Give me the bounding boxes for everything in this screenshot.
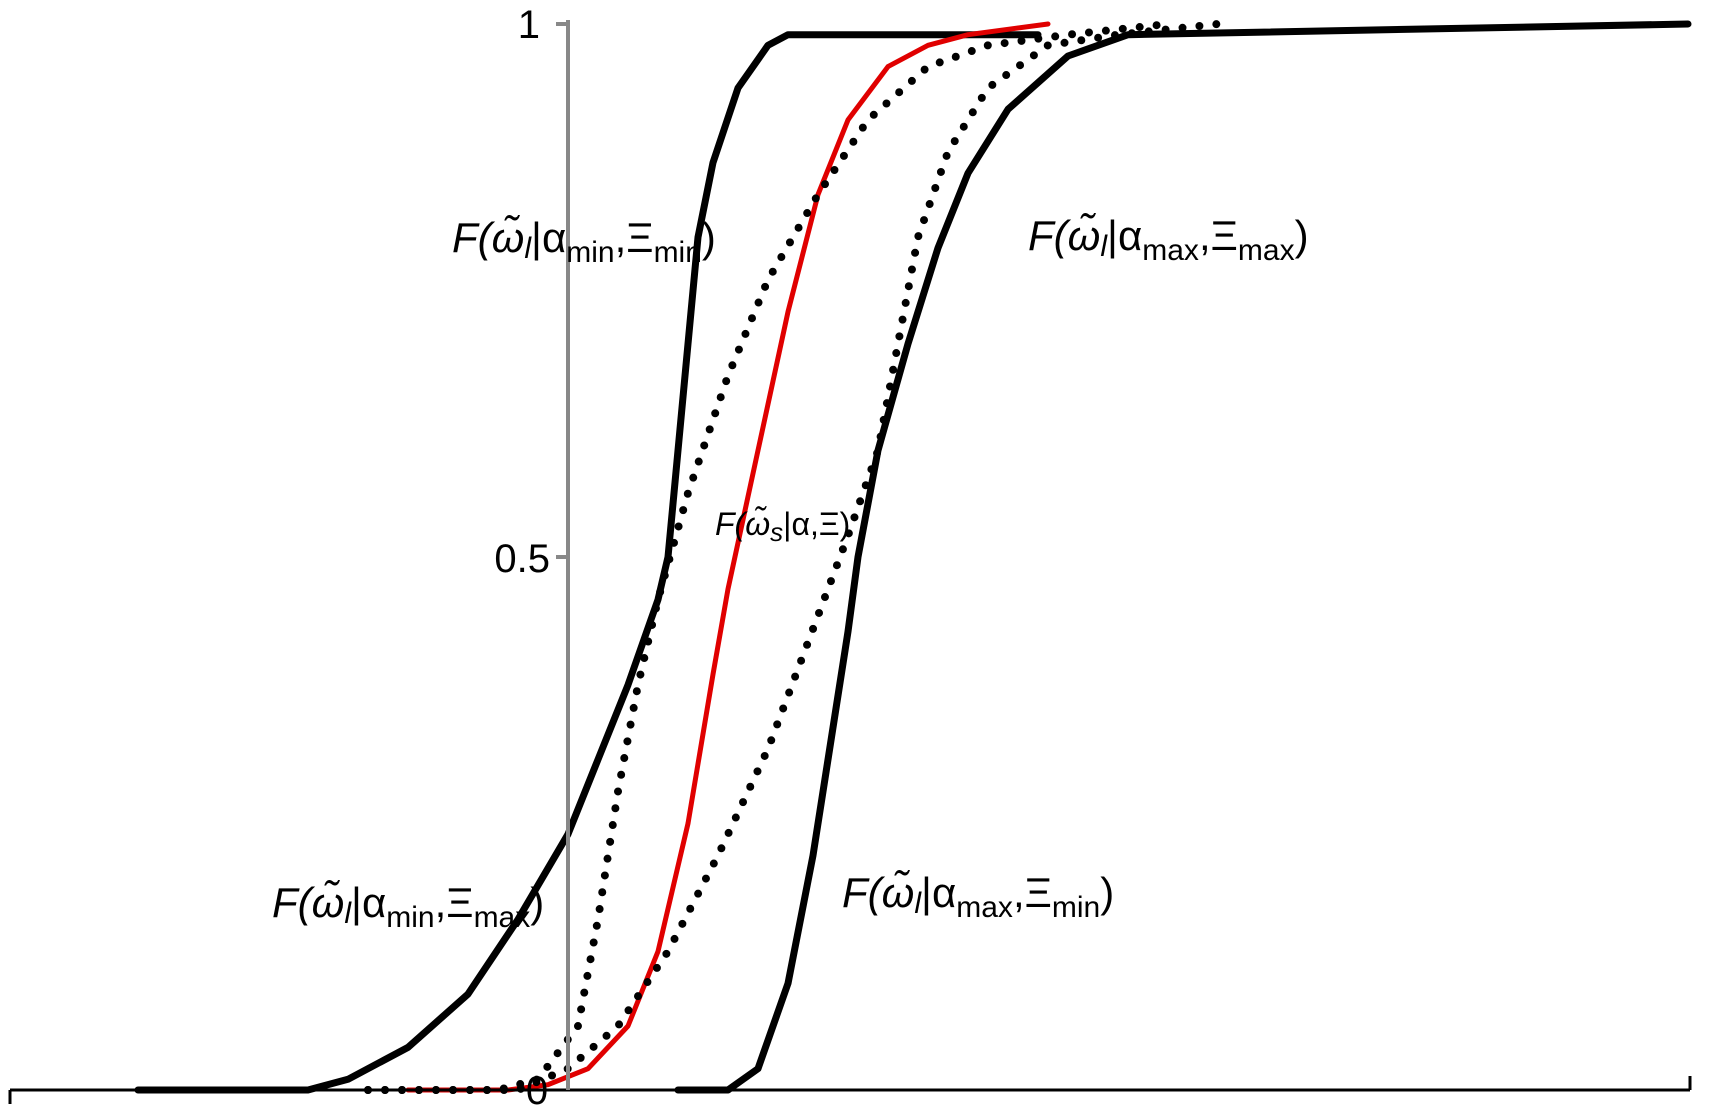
label-alpha-min-xi-max: F(ω̃l|αmin,Ξmax): [272, 879, 544, 934]
y-tick-label-0: 0: [526, 1069, 548, 1112]
label-alpha-max-xi-max: F(ω̃l|αmax,Ξmax): [1028, 212, 1309, 267]
series-line-4-dotted-black: [364, 20, 1172, 1094]
series-line-3-solid-red: [405, 21, 1051, 1093]
label-alpha-max-xi-min: F(ω̃l|αmax,Ξmin): [842, 869, 1114, 924]
series-line-2-solid-black: [674, 20, 1692, 1094]
series-line-1-solid-black: [134, 31, 1042, 1094]
label-alpha-min-xi-min: F(ω̃l|αmin,Ξmin): [452, 214, 716, 269]
label-short-run: F(ω̃s|α,Ξ): [715, 506, 850, 547]
y-tick-label-05: 0.5: [494, 537, 550, 581]
y-tick-label-1: 1: [518, 3, 540, 47]
curves-layer: [134, 20, 1692, 1094]
series-line-5-dotted-black: [364, 20, 1222, 1094]
